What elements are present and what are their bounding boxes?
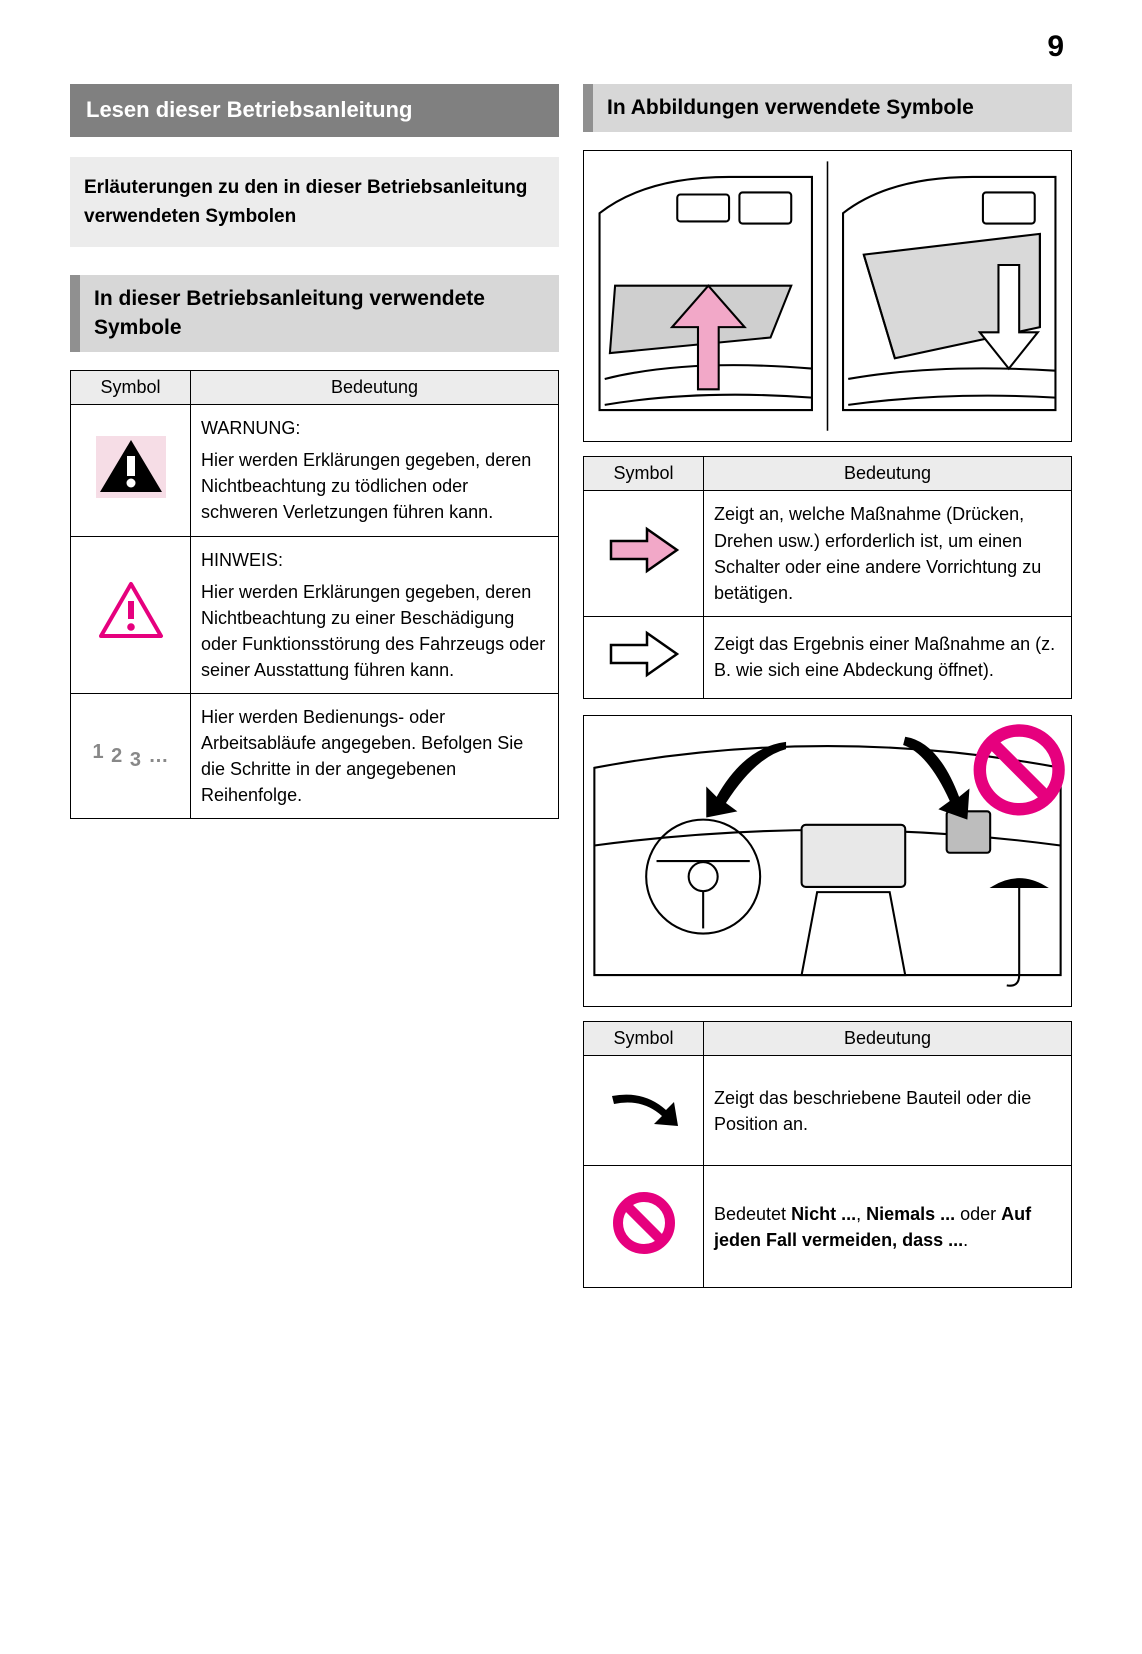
lead-text: WARNUNG: [201,415,548,441]
col-header-symbol: Symbol [584,457,704,491]
meaning-cell: HINWEIS: Hier werden Erklärungen gegeben… [191,536,559,693]
table-row: HINWEIS: Hier werden Erklärungen gegeben… [71,536,559,693]
illustration-visor [583,150,1072,442]
table-row: Bedeutet Nicht ..., Niemals ... oder Auf… [584,1166,1072,1288]
col-header-symbol: Symbol [71,371,191,405]
col-header-meaning: Bedeutung [704,1022,1072,1056]
curved-black-arrow-icon [604,1116,684,1136]
left-main-heading: Lesen dieser Betriebsanleitung [70,84,559,137]
warning-triangle-black-icon [96,482,166,502]
table-row: Zeigt das Ergebnis einer Maßnahme an (z.… [584,616,1072,698]
table-row: 1 2 3 … Hier werden Bedienungs- oder Arb… [71,694,559,819]
right-symbols-table-2: Symbol Bedeutung Zeigt das beschriebene … [583,1021,1072,1288]
right-column: In Abbildungen verwendete Symbole [583,84,1072,1288]
right-main-heading: In Abbildungen verwendete Symbole [583,84,1072,132]
arrow-right-outline-icon [605,665,683,685]
meaning-cell: Zeigt das beschriebene Bauteil oder die … [704,1056,1072,1166]
steps-123-icon: 1 2 3 … [92,741,168,771]
body-text: Hier werden Bedienungs- oder Arbeitsablä… [201,707,523,805]
col-header-meaning: Bedeutung [191,371,559,405]
body-text: Hier werden Erklärungen gegeben, deren N… [201,450,531,522]
lead-text: HINWEIS: [201,547,548,573]
warning-triangle-pink-icon [98,625,164,645]
table-row: Zeigt an, welche Maßnahme (Drücken, Dreh… [584,491,1072,616]
intro-box: Erläuterungen zu den in dieser Betriebsa… [70,157,559,248]
arrow-right-pink-icon [605,561,683,581]
table-row: Zeigt das beschriebene Bauteil oder die … [584,1056,1072,1166]
right-symbols-table-1: Symbol Bedeutung Zeigt an, welche Maßnah… [583,456,1072,698]
left-column: Lesen dieser Betriebsanleitung Erläuteru… [70,84,559,1288]
col-header-meaning: Bedeutung [704,457,1072,491]
illustration-dashboard [583,715,1072,1007]
left-symbols-table: Symbol Bedeutung [70,370,559,819]
two-column-layout: Lesen dieser Betriebsanleitung Erläuteru… [70,84,1072,1288]
meaning-cell: Hier werden Bedienungs- oder Arbeitsablä… [191,694,559,819]
meaning-cell: Zeigt an, welche Maßnahme (Drücken, Dreh… [704,491,1072,616]
table-row: WARNUNG: Hier werden Erklärungen gegeben… [71,405,559,536]
page-number: 9 [70,30,1072,64]
col-header-symbol: Symbol [584,1022,704,1056]
body-text: Hier werden Erklärungen gegeben, deren N… [201,582,545,680]
meaning-cell: Zeigt das Ergebnis einer Maßnahme an (z.… [704,616,1072,698]
left-sub-heading: In dieser Betriebsanleitung verwendete S… [70,275,559,352]
meaning-cell: Bedeutet Nicht ..., Niemals ... oder Auf… [704,1166,1072,1288]
meaning-cell: WARNUNG: Hier werden Erklärungen gegeben… [191,405,559,536]
prohibition-circle-icon [609,1242,679,1262]
